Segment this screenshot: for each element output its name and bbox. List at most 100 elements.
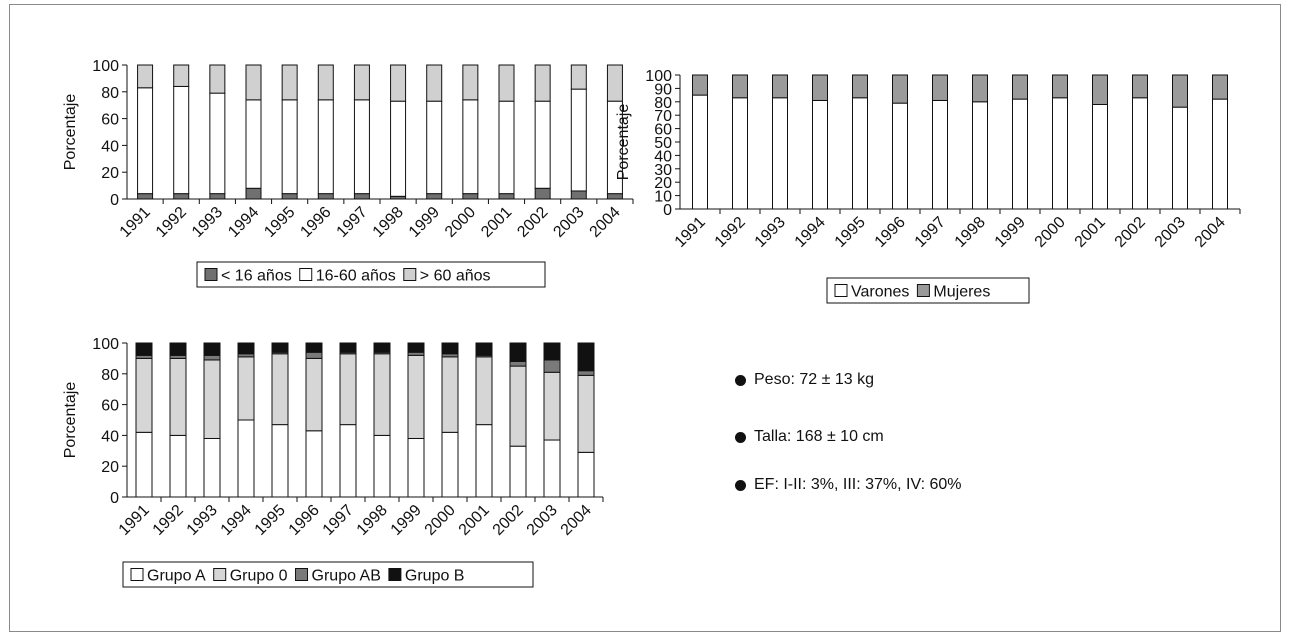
bar-segment [441,356,459,433]
x-tick-label: 2000 [422,502,459,539]
stat-peso-text: Peso: 72 ± 13 kg [754,371,874,388]
y-tick-label: 50 [654,135,672,152]
stat-peso: Peso: 72 ± 13 kg [735,371,874,389]
bar-segment [407,437,425,498]
y-axis-label: Porcentaje [62,382,79,459]
y-tick-label: 40 [101,138,119,155]
x-tick-label: 1996 [297,204,334,241]
y-tick-label: 0 [110,192,119,209]
bar-segment [305,351,323,359]
x-tick-label: 1993 [189,204,226,241]
x-tick-label: 2001 [478,204,515,241]
legend-swatch [388,568,402,581]
bar-segment [534,100,551,189]
x-tick-label: 1999 [992,214,1029,251]
legend-swatch [916,284,930,297]
bar-segment [426,100,443,195]
bar-segment [271,424,289,498]
bar-segment [475,356,493,426]
x-tick-label: 1995 [832,214,869,251]
bar-segment [577,370,595,376]
x-tick-label: 2003 [1152,214,1189,251]
bar-segment [475,424,493,498]
bar-segment [812,99,828,210]
bar-segment [462,99,479,195]
y-tick-label: 20 [654,175,672,192]
bar-segment [339,342,357,353]
x-tick-label: 1994 [218,502,255,539]
figure-frame [9,4,1281,632]
bar-segment [245,187,262,200]
bar-segment [498,193,515,200]
x-tick-label: 2003 [524,502,561,539]
bar-segment [892,74,908,104]
legend-swatch [130,568,144,581]
bar-segment [543,342,561,361]
bar-segment [509,445,527,498]
x-tick-label: 1998 [354,502,391,539]
x-tick-label: 1992 [712,214,749,251]
x-tick-label: 2003 [550,204,587,241]
y-axis-label: Porcentaje [615,104,632,181]
y-tick-label: 0 [663,202,672,219]
bar-segment [1052,74,1068,99]
y-tick-label: 100 [92,58,119,75]
bar-segment [407,354,425,439]
bar-segment [1132,74,1148,99]
bar-segment [245,64,262,101]
bar-segment [577,451,595,498]
bar-segment [462,193,479,200]
bar-segment [173,85,190,195]
x-tick-label: 1991 [116,502,153,539]
legend-swatch [403,268,417,281]
bar-segment [271,353,289,426]
bar-segment [1012,74,1028,100]
bar-segment [203,342,221,356]
x-tick-label: 1997 [912,214,949,251]
x-tick-label: 1993 [184,502,221,539]
chart-3: 020406080100Porcentaje199119921993199419… [62,336,604,588]
bar-segment [534,64,551,102]
bar-segment [135,357,153,433]
bar-segment [509,360,527,367]
bar-segment [237,356,255,421]
bar-segment [692,74,708,96]
x-tick-label: 1998 [370,204,407,241]
bar-segment [305,342,323,353]
y-tick-label: 100 [645,68,672,85]
y-axis-label: Porcentaje [62,94,79,171]
bar-segment [732,97,748,210]
legend: < 16 años 16-60 años > 60 años [196,261,546,288]
bar-segment [281,64,298,101]
y-tick-label: 90 [654,81,672,98]
legend-swatch [295,568,309,581]
legend-box [196,261,546,288]
x-tick-label: 2002 [1112,214,1149,251]
y-tick-label: 70 [654,108,672,125]
stat-ef-text: EF: I-II: 3%, III: 37%, IV: 60% [754,476,962,493]
x-tick-label: 1995 [252,502,289,539]
bar-segment [373,353,391,436]
y-tick-label: 80 [654,95,672,112]
bar-segment [169,342,187,356]
legend-swatch [299,268,313,281]
bar-segment [543,439,561,498]
legend-label: Grupo B [405,568,465,585]
bar-segment [353,99,370,195]
x-tick-label: 1997 [320,502,357,539]
bar-segment [498,100,515,195]
legend-box [122,561,534,588]
y-tick-label: 40 [654,148,672,165]
x-tick-label: 1996 [286,502,323,539]
y-tick-label: 60 [101,112,119,129]
bar-segment [137,64,154,89]
bar-segment [475,342,493,356]
bar-segment [1052,97,1068,210]
legend-label: Grupo AB [312,568,381,585]
bar-segment [606,193,623,200]
bar-segment [353,64,370,101]
bar-segment [339,424,357,498]
legend-label: Grupo A [147,568,206,585]
bar-segment [932,99,948,210]
bar-segment [390,64,407,102]
